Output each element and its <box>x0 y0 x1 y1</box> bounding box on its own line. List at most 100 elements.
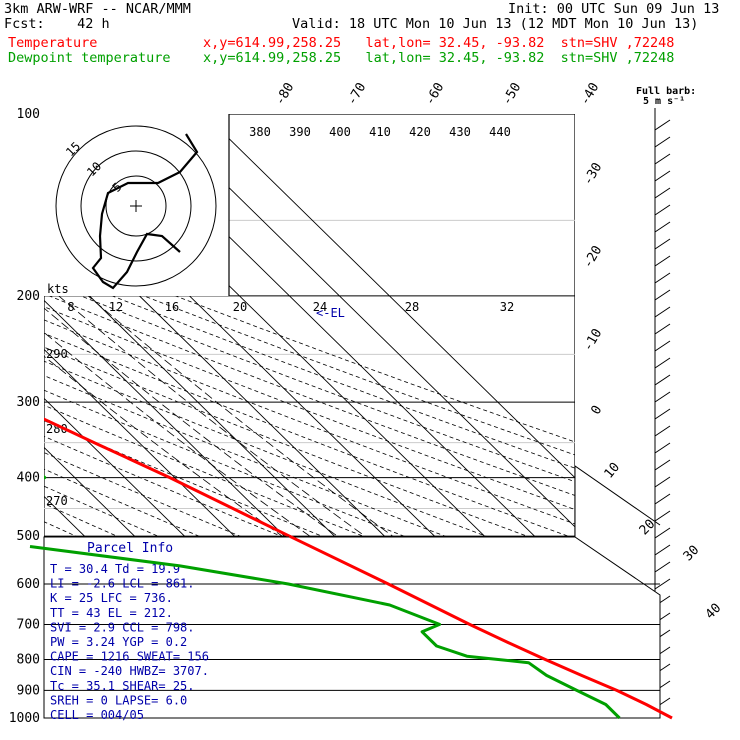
hodograph-ring <box>105 175 167 237</box>
hodograph-ring <box>55 125 217 287</box>
wind-barb <box>654 170 671 182</box>
isotherm-label: 10 <box>602 460 624 482</box>
wind-barb <box>654 527 671 539</box>
parcel-row: TT = 43 EL = 212. <box>50 606 173 620</box>
valid-time: Valid: 18 UTC Mon 10 Jun 13 (12 MDT Mon … <box>292 16 699 32</box>
temperature-legend-label: Temperature <box>8 35 98 51</box>
speed-tick-label: 16 <box>165 300 179 314</box>
pressure-tick-label: 600 <box>17 577 40 592</box>
isotherm-label: -60 <box>423 80 448 108</box>
wind-barb <box>654 391 671 403</box>
parcel-row: K = 25 LFC = 736. <box>50 591 173 605</box>
hodograph-ring <box>80 150 192 262</box>
isotherm-label: -70 <box>345 80 370 108</box>
pressure-tick-label: 500 <box>17 529 40 544</box>
wind-barb <box>654 442 671 454</box>
isotherm-label: -80 <box>273 80 298 108</box>
hodograph-trace <box>91 133 199 290</box>
pressure-tick-label: 400 <box>17 471 40 486</box>
chart-title: 3km ARW-WRF -- NCAR/MMM <box>4 1 191 17</box>
wind-barb <box>654 476 671 488</box>
dry-adiabat <box>44 346 575 555</box>
parcel-row: Tc = 35.1 SHEAR= 25. <box>50 679 195 693</box>
speed-tick-label: 12 <box>109 300 123 314</box>
parcel-panel-edge <box>574 465 661 537</box>
dewpoint-legend-label: Dewpoint temperature <box>8 50 171 66</box>
wind-barb <box>654 340 671 352</box>
theta-label: 440 <box>489 125 511 139</box>
theta-label: 430 <box>449 125 471 139</box>
wind-column-title: Full barb: <box>636 86 696 97</box>
wind-barb <box>654 408 671 420</box>
isotherm-label: -10 <box>581 326 606 354</box>
init-time: Init: 00 UTC Sun 09 Jun 13 <box>508 1 720 17</box>
wind-barb <box>654 561 671 573</box>
pressure-tick-label: 900 <box>17 683 40 698</box>
theta-label: 400 <box>329 125 351 139</box>
temperature-legend-info: x,y=614.99,258.25 lat,lon= 32.45, -93.82… <box>203 35 675 51</box>
pressure-tick-label: 700 <box>17 617 40 632</box>
wind-barb <box>654 459 671 471</box>
isentrope-label: 290 <box>46 347 68 361</box>
dry-adiabat <box>44 256 575 456</box>
pressure-tick-label: 800 <box>17 652 40 667</box>
wind-barb <box>654 272 671 284</box>
parcel-row: SVI = 2.9 CCL = 798. <box>50 620 195 634</box>
isotherm-label: 30 <box>681 543 703 565</box>
isentrope-label: 270 <box>46 494 68 508</box>
wind-barb <box>654 255 671 267</box>
isentrope-label: 280 <box>46 422 68 436</box>
speed-tick-label: 28 <box>405 300 419 314</box>
parcel-row: CIN = -240 HWBZ= 3707. <box>50 664 209 678</box>
isotherm-label: 40 <box>703 601 725 623</box>
isotherm-label: -50 <box>500 80 525 108</box>
isotherm <box>203 114 575 479</box>
isotherm-label: -40 <box>578 80 603 108</box>
isotherm-label: -20 <box>581 243 606 271</box>
parcel-row: SREH = 0 LAPSE= 6.0 <box>50 693 187 707</box>
pressure-tick-label: 100 <box>17 107 40 122</box>
wind-barb <box>654 153 671 165</box>
wind-barb <box>654 578 671 590</box>
parcel-panel <box>43 536 661 719</box>
theta-label: 410 <box>369 125 391 139</box>
dry-adiabat <box>44 268 575 469</box>
wind-barb <box>654 238 671 250</box>
isotherm-label: 0 <box>589 403 606 417</box>
dry-adiabat <box>44 332 575 540</box>
pressure-tick-label: 1000 <box>9 711 40 726</box>
isotherm <box>153 114 575 528</box>
wind-barb <box>654 510 671 522</box>
parcel-row: CELL = 004/05 <box>50 708 144 722</box>
wind-barb <box>654 204 671 216</box>
level-label: <-EL <box>316 306 345 320</box>
speed-tick-label: 8 <box>67 300 74 314</box>
speed-tick-label: 32 <box>500 300 514 314</box>
pressure-tick-label: 300 <box>17 395 40 410</box>
wind-barb <box>654 544 671 556</box>
parcel-title: Parcel Info <box>87 541 173 556</box>
parcel-row: CAPE = 1216 SWEAT= 156 <box>50 650 209 664</box>
wind-barb <box>654 119 671 131</box>
temperature-line-lower <box>288 534 673 720</box>
wind-barb <box>654 357 671 369</box>
wind-barb <box>654 187 671 199</box>
wind-barb <box>654 425 671 437</box>
parcel-row: PW = 3.24 YGP = 0.2 <box>50 635 187 649</box>
speed-tick-label: 24 <box>313 300 327 314</box>
wind-column-subtitle: 5 m s⁻¹ <box>643 96 685 107</box>
pressure-tick-label: 200 <box>17 289 40 304</box>
wind-barb <box>654 493 671 505</box>
theta-label: 380 <box>249 125 271 139</box>
hodograph-units: kts <box>47 282 69 296</box>
wind-barb <box>654 306 671 318</box>
wind-barb <box>654 136 671 148</box>
forecast-hour: Fcst: 42 h <box>4 16 110 32</box>
speed-tick-label: 20 <box>233 300 247 314</box>
parcel-row: LI = -2.6 LCL = 861. <box>50 577 195 591</box>
dewpoint-legend-info: x,y=614.99,258.25 lat,lon= 32.45, -93.82… <box>203 50 675 66</box>
isotherm-label: -30 <box>581 160 606 188</box>
wind-barb <box>654 289 671 301</box>
wind-barb <box>654 323 671 335</box>
